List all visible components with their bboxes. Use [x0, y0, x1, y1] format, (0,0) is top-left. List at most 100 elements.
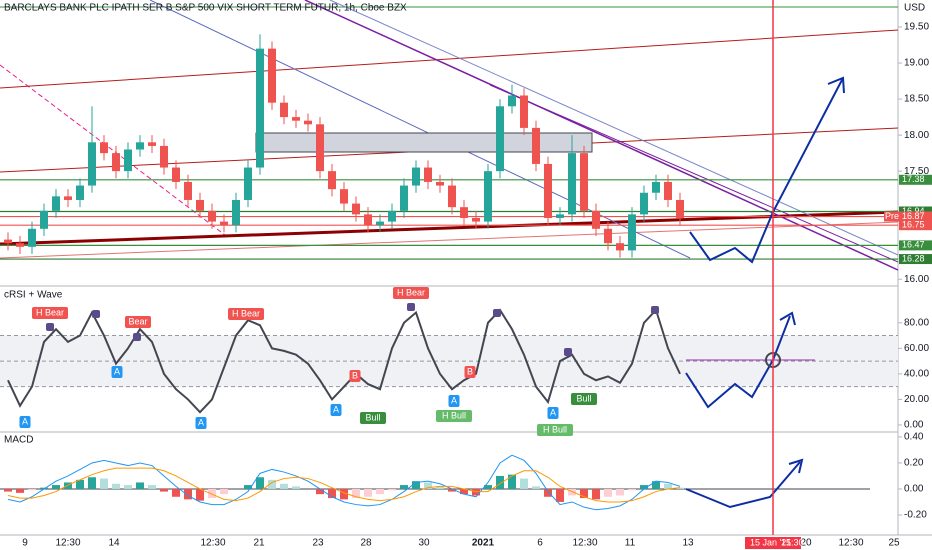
trend-line [0, 29, 899, 89]
signal-label: A [550, 407, 556, 417]
price-badge [899, 206, 932, 217]
price-label: 16.75 [902, 220, 925, 230]
candle-body [112, 153, 120, 172]
candle-body [304, 120, 312, 125]
histogram-bar [544, 488, 552, 497]
histogram-bar [280, 483, 288, 489]
y-tick-label: 0.00 [904, 420, 924, 431]
x-tick-label: 6 [537, 538, 543, 549]
signal-label: B [352, 370, 358, 380]
candle-body [436, 181, 444, 186]
candle-body [484, 171, 492, 222]
histogram-bar [460, 488, 468, 495]
x-tick-label: 20 [800, 538, 812, 549]
x-tick-label: 12:30 [838, 538, 863, 549]
histogram-bar [148, 485, 156, 489]
candle-body [160, 145, 168, 168]
macd-line [7, 454, 681, 511]
signal-badge [547, 407, 559, 419]
wave-marker [133, 333, 141, 341]
candle-body [604, 228, 612, 244]
wave-marker [46, 323, 54, 331]
histogram-bar [292, 486, 300, 489]
histogram-bar [316, 488, 324, 495]
candle-body [184, 181, 192, 200]
price-badge [899, 220, 932, 231]
trend-line [0, 221, 899, 259]
candle-body [292, 117, 300, 121]
price-label: 16.87 [902, 211, 925, 221]
histogram-bar [400, 485, 408, 489]
candle-body [268, 48, 276, 103]
x-tick-label: 23 [312, 538, 324, 549]
signal-label: Bear [128, 316, 147, 326]
arrow-head [788, 458, 804, 474]
wave-marker [564, 348, 572, 356]
histogram-bar [556, 488, 564, 502]
signal-badge [537, 424, 573, 436]
histogram-bar [640, 485, 648, 489]
signal-badge [436, 410, 472, 422]
y-tick-label: 18.00 [904, 130, 929, 141]
histogram-bar [496, 475, 504, 489]
price-label: 16.28 [902, 253, 925, 263]
x-tick-label: 30 [418, 538, 430, 549]
histogram-bar [88, 477, 96, 489]
y-tick-label: 0.00 [904, 484, 924, 495]
candle-body [388, 210, 396, 222]
y-tick-label: 20.00 [904, 394, 929, 405]
histogram-bar [532, 486, 540, 489]
histogram-bar [52, 485, 60, 489]
candle-body [448, 185, 456, 208]
histogram-bar [64, 482, 72, 489]
candle-body [616, 243, 624, 251]
y-tick-label: 60.00 [904, 343, 929, 354]
histogram-bar [628, 488, 636, 491]
histogram-bar [508, 474, 516, 489]
price-label: 16.94 [902, 206, 925, 216]
pane-title: cRSI + Wave [4, 290, 63, 301]
signal-label: A [451, 395, 457, 405]
histogram-bar [136, 482, 144, 489]
trend-line [329, 0, 899, 256]
candle-body [472, 217, 480, 222]
candle-body [88, 142, 96, 186]
cursor-badge [745, 537, 801, 549]
price-badge [899, 254, 932, 265]
histogram-bar [112, 483, 120, 489]
histogram-bar [364, 488, 372, 497]
histogram-bar [244, 485, 252, 489]
histogram-bar [412, 481, 420, 489]
signal-badge [19, 416, 31, 428]
candle-body [316, 124, 324, 172]
candle-body [280, 102, 288, 118]
histogram-bar [652, 481, 660, 489]
signal-label: Bull [576, 393, 591, 403]
histogram-bar [124, 485, 132, 489]
histogram-bar [436, 486, 444, 489]
candle-body [16, 243, 24, 247]
signal-label: H Bull [442, 410, 466, 420]
candle-body [232, 199, 240, 226]
candle-body [328, 171, 336, 190]
candle-body [40, 210, 48, 229]
y-tick-label: 19.50 [904, 22, 929, 33]
candle-body [76, 185, 84, 200]
histogram-bar [340, 488, 348, 500]
candle-body [412, 167, 420, 186]
x-tick-label: 2021 [472, 538, 495, 549]
price-badge [899, 240, 932, 251]
signal-badge [228, 308, 264, 320]
histogram-bar [184, 488, 192, 500]
candle-body [100, 142, 108, 154]
y-tick-label: 0.40 [904, 432, 924, 443]
histogram-bar [16, 488, 24, 493]
x-tick-label: 12:30 [55, 538, 80, 549]
x-tick-label: 9 [22, 538, 28, 549]
wave-marker [651, 306, 659, 314]
arrow-head [827, 76, 845, 94]
histogram-bar [40, 487, 48, 489]
histogram-bar [100, 478, 108, 489]
